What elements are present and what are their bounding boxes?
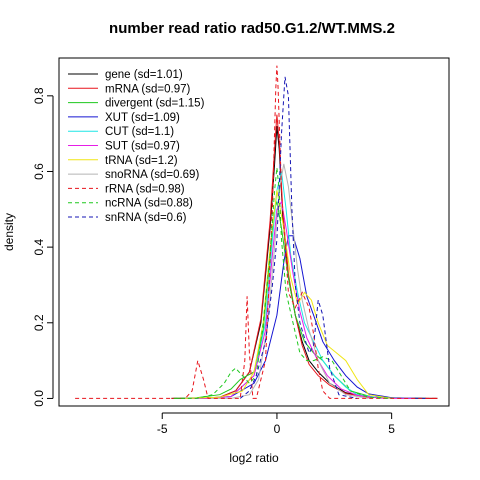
legend: gene (sd=1.01) mRNA (sd=0.97) divergent (s… xyxy=(68,69,205,224)
chart-title: number read ratio rad50.G1.2/WT.MMS.2 xyxy=(109,20,395,37)
x-tick-label: -5 xyxy=(157,422,168,436)
legend-label-6: tRNA (sd=1.2) xyxy=(105,155,178,167)
legend-label-10: snRNA (sd=0.6) xyxy=(105,212,187,224)
y-tick-label: 0.8 xyxy=(32,87,46,104)
series-line-1 xyxy=(171,114,438,399)
y-tick-label: 0.2 xyxy=(32,314,46,331)
legend-label-8: rRNA (sd=0.98) xyxy=(105,183,185,195)
x-axis: -5 0 5 xyxy=(157,412,395,436)
legend-label-1: mRNA (sd=0.97) xyxy=(105,83,190,95)
legend-label-9: ncRNA (sd=0.88) xyxy=(105,198,193,210)
series-line-6 xyxy=(185,190,392,399)
series-line-10 xyxy=(239,76,358,399)
x-axis-label: log2 ratio xyxy=(229,451,279,465)
y-axis-label: density xyxy=(2,213,16,251)
legend-label-7: snoRNA (sd=0.69) xyxy=(105,169,199,181)
series-line-3 xyxy=(185,235,427,399)
legend-label-0: gene (sd=1.01) xyxy=(105,69,183,81)
x-tick-label: 5 xyxy=(388,422,395,436)
y-axis: 0.0 0.2 0.4 0.6 0.8 xyxy=(32,87,54,407)
legend-label-4: CUT (sd=1.1) xyxy=(105,126,174,138)
y-tick-label: 0.0 xyxy=(32,390,46,407)
series-line-9 xyxy=(173,167,392,399)
legend-label-5: SUT (sd=0.97) xyxy=(105,141,180,153)
x-tick-label: 0 xyxy=(274,422,281,436)
y-tick-label: 0.6 xyxy=(32,163,46,180)
y-tick-label: 0.4 xyxy=(32,238,46,255)
legend-label-3: XUT (sd=1.09) xyxy=(105,112,180,124)
series-line-0 xyxy=(171,126,438,399)
series-line-7 xyxy=(208,163,369,399)
plot-frame xyxy=(58,57,450,407)
series-line-8 xyxy=(75,65,438,399)
series-layer xyxy=(75,65,438,399)
legend-label-2: divergent (sd=1.15) xyxy=(105,98,205,110)
